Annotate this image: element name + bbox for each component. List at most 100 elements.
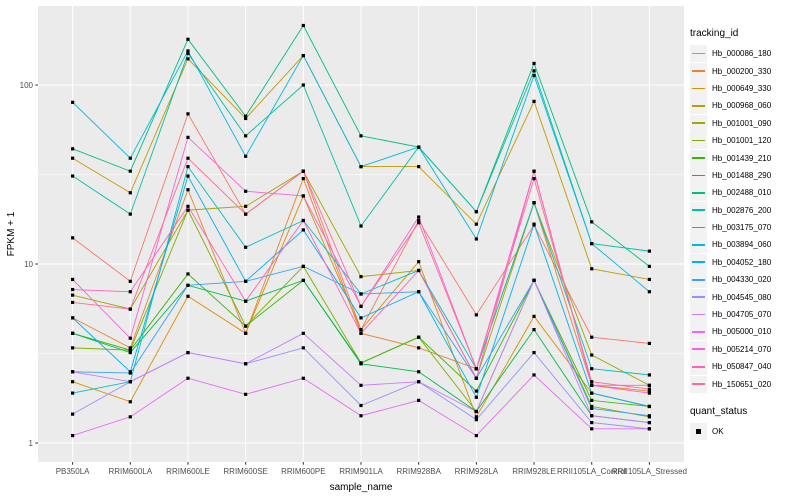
- data-point: [417, 398, 421, 402]
- data-point: [186, 204, 190, 208]
- data-point: [359, 414, 363, 418]
- data-point: [186, 174, 190, 178]
- data-point: [532, 99, 536, 103]
- data-point: [301, 228, 305, 232]
- data-point: [128, 346, 132, 350]
- data-point: [590, 335, 594, 339]
- data-point: [186, 350, 190, 355]
- data-point: [590, 242, 594, 246]
- legend-line-icon: [692, 331, 705, 333]
- legend-key-swatch: [690, 97, 707, 115]
- data-point: [71, 433, 75, 438]
- legend-item-Hb_005000_010: Hb_005000_010: [690, 323, 771, 341]
- data-point: [474, 395, 478, 399]
- data-point: [417, 221, 421, 225]
- data-point: [359, 362, 363, 366]
- data-point: [474, 433, 478, 438]
- data-point: [186, 135, 190, 139]
- data-point: [301, 264, 305, 268]
- data-point: [128, 400, 132, 404]
- data-point: [647, 383, 651, 387]
- y-tick-label: 1: [29, 439, 34, 448]
- x-axis-title: sample_name: [330, 482, 393, 493]
- legend-key-swatch: [690, 323, 707, 341]
- legend: tracking_id Hb_000086_180 Hb_000200_330 Hb…: [690, 28, 771, 440]
- data-point: [244, 114, 248, 118]
- data-point: [417, 260, 421, 264]
- data-point: [590, 406, 594, 411]
- legend-label: Hb_002876_200: [712, 205, 772, 215]
- data-point: [417, 290, 421, 294]
- legend-label-ok: OK: [712, 427, 724, 436]
- data-point: [186, 376, 190, 380]
- legend-item-Hb_004052_180: Hb_004052_180: [690, 253, 771, 271]
- data-points-group: [71, 23, 651, 438]
- data-point: [532, 201, 536, 205]
- data-point: [244, 134, 248, 138]
- x-tick-label: RRIM928LE: [512, 467, 556, 476]
- data-point: [474, 389, 478, 393]
- data-point: [71, 412, 75, 416]
- data-point: [590, 391, 594, 395]
- legend-key-swatch: [690, 114, 707, 132]
- data-point: [532, 314, 536, 318]
- legend-line-icon: [692, 226, 705, 229]
- data-point: [186, 57, 190, 61]
- data-point: [590, 353, 594, 357]
- legend-key-swatch: [690, 288, 707, 306]
- data-point: [71, 174, 75, 178]
- data-point: [647, 264, 651, 268]
- data-point: [359, 331, 363, 335]
- data-point: [532, 69, 536, 73]
- data-point: [590, 398, 594, 402]
- data-point: [359, 224, 363, 228]
- legend-item-ok: OK: [690, 423, 771, 440]
- data-point: [301, 376, 305, 380]
- legend-line-icon: [692, 52, 705, 55]
- legend-title-quant-status: quant_status: [690, 405, 748, 417]
- data-point: [301, 218, 305, 223]
- data-point: [71, 147, 75, 151]
- data-point: [532, 373, 536, 377]
- legend-item-Hb_000649_330: Hb_000649_330: [690, 79, 772, 97]
- data-point: [301, 194, 305, 198]
- legend-key-swatch: [690, 271, 707, 289]
- legend-line-icon: [692, 139, 705, 142]
- data-point: [244, 362, 248, 366]
- data-point: [71, 316, 75, 320]
- legend-line-icon: [692, 278, 705, 281]
- data-point: [301, 331, 305, 335]
- data-point: [186, 49, 190, 53]
- legend-item-Hb_150651_020: Hb_150651_020: [690, 375, 771, 393]
- data-point: [244, 331, 248, 335]
- data-point: [71, 156, 75, 160]
- data-point: [128, 350, 132, 355]
- legend-title-tracking-id: tracking_id: [690, 28, 739, 39]
- data-point: [71, 346, 75, 350]
- data-point: [417, 218, 421, 223]
- legend-item-Hb_050847_040: Hb_050847_040: [690, 358, 771, 376]
- data-point: [71, 287, 75, 292]
- data-point: [71, 391, 75, 395]
- data-point: [474, 376, 478, 380]
- legend-label: Hb_000649_330: [712, 83, 772, 93]
- data-point: [647, 290, 651, 294]
- legend-item-Hb_000968_060: Hb_000968_060: [690, 97, 771, 115]
- data-point: [359, 165, 363, 169]
- data-point: [417, 268, 421, 273]
- data-point: [474, 415, 478, 419]
- y-tick-label: 10: [24, 260, 33, 269]
- data-point: [186, 37, 190, 41]
- data-point: [301, 83, 305, 87]
- legend-line-icon: [692, 122, 705, 125]
- data-point: [590, 427, 594, 431]
- data-point: [647, 414, 651, 418]
- data-point: [128, 212, 132, 216]
- data-point: [128, 279, 132, 283]
- data-point: [474, 367, 478, 371]
- data-point: [590, 220, 594, 224]
- legend-line-icon: [692, 104, 705, 107]
- legend-item-Hb_001001_120: Hb_001001_120: [690, 132, 771, 150]
- data-point: [647, 341, 651, 346]
